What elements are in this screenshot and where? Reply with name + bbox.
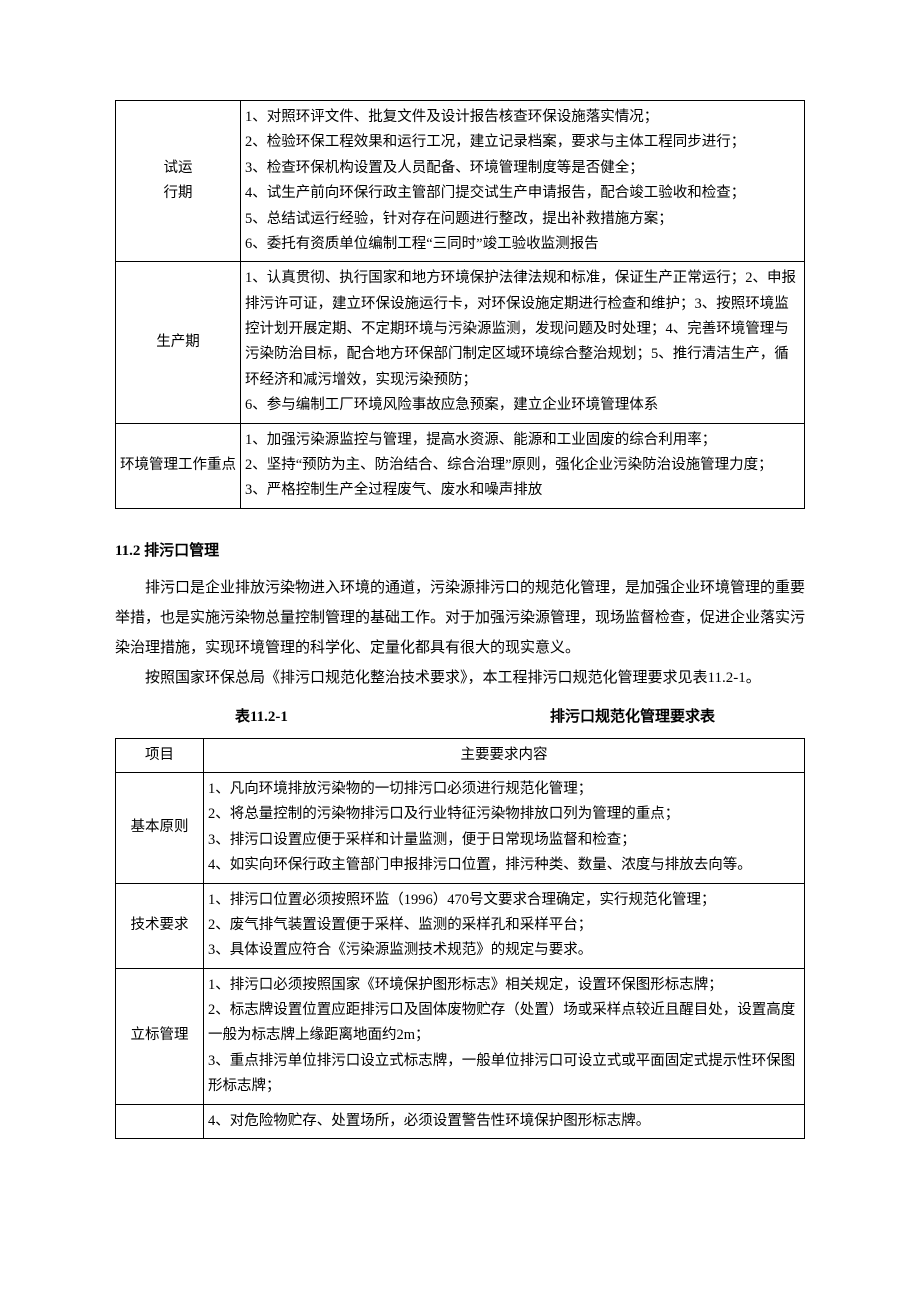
table-caption: 表11.2-1 排污口规范化管理要求表 xyxy=(115,693,805,738)
row-label: 生产期 xyxy=(116,262,241,423)
row-label: 基本原则 xyxy=(116,773,204,884)
table-phase-management: 试运行期 1、对照环评文件、批复文件及设计报告核查环保设施落实情况；2、检验环保… xyxy=(115,100,805,509)
label-text: 试运行期 xyxy=(164,160,193,201)
paragraph: 按照国家环保总局《排污口规范化整治技术要求》，本工程排污口规范化管理要求见表11… xyxy=(115,663,805,693)
row-label-empty xyxy=(116,1104,204,1138)
row-content: 1、加强污染源监控与管理，提高水资源、能源和工业固废的综合利用率；2、坚持“预防… xyxy=(241,423,805,508)
row-label: 立标管理 xyxy=(116,968,204,1104)
header-cell: 项目 xyxy=(116,738,204,772)
row-content: 4、对危险物贮存、处置场所，必须设置警告性环境保护图形标志牌。 xyxy=(204,1104,805,1138)
table-outlet-management: 项目 主要要求内容 基本原则 1、凡向环境排放污染物的一切排污口必须进行规范化管… xyxy=(115,738,805,1139)
table-row: 环境管理工作重点 1、加强污染源监控与管理，提高水资源、能源和工业固废的综合利用… xyxy=(116,423,805,508)
table-row: 技术要求 1、排污口位置必须按照环监（1996）470号文要求合理确定，实行规范… xyxy=(116,883,805,968)
table-row: 4、对危险物贮存、处置场所，必须设置警告性环境保护图形标志牌。 xyxy=(116,1104,805,1138)
table-row: 生产期 1、认真贯彻、执行国家和地方环境保护法律法规和标准，保证生产正常运行；2… xyxy=(116,262,805,423)
paragraph: 排污口是企业排放污染物进入环境的通道，污染源排污口的规范化管理，是加强企业环境管… xyxy=(115,573,805,663)
section-heading: 11.2 排污口管理 xyxy=(115,537,805,566)
caption-left: 表11.2-1 xyxy=(235,703,288,732)
row-label: 技术要求 xyxy=(116,883,204,968)
row-content: 1、凡向环境排放污染物的一切排污口必须进行规范化管理；2、将总量控制的污染物排污… xyxy=(204,773,805,884)
row-content: 1、排污口必须按照国家《环境保护图形标志》相关规定，设置环保图形标志牌；2、标志… xyxy=(204,968,805,1104)
header-cell: 主要要求内容 xyxy=(204,738,805,772)
row-label: 试运行期 xyxy=(116,101,241,262)
table-row: 立标管理 1、排污口必须按照国家《环境保护图形标志》相关规定，设置环保图形标志牌… xyxy=(116,968,805,1104)
table-row: 基本原则 1、凡向环境排放污染物的一切排污口必须进行规范化管理；2、将总量控制的… xyxy=(116,773,805,884)
row-content: 1、对照环评文件、批复文件及设计报告核查环保设施落实情况；2、检验环保工程效果和… xyxy=(241,101,805,262)
row-content: 1、认真贯彻、执行国家和地方环境保护法律法规和标准，保证生产正常运行；2、申报排… xyxy=(241,262,805,423)
row-content: 1、排污口位置必须按照环监（1996）470号文要求合理确定，实行规范化管理；2… xyxy=(204,883,805,968)
caption-right: 排污口规范化管理要求表 xyxy=(550,703,715,732)
row-label: 环境管理工作重点 xyxy=(116,423,241,508)
table-row: 试运行期 1、对照环评文件、批复文件及设计报告核查环保设施落实情况；2、检验环保… xyxy=(116,101,805,262)
table-header-row: 项目 主要要求内容 xyxy=(116,738,805,772)
